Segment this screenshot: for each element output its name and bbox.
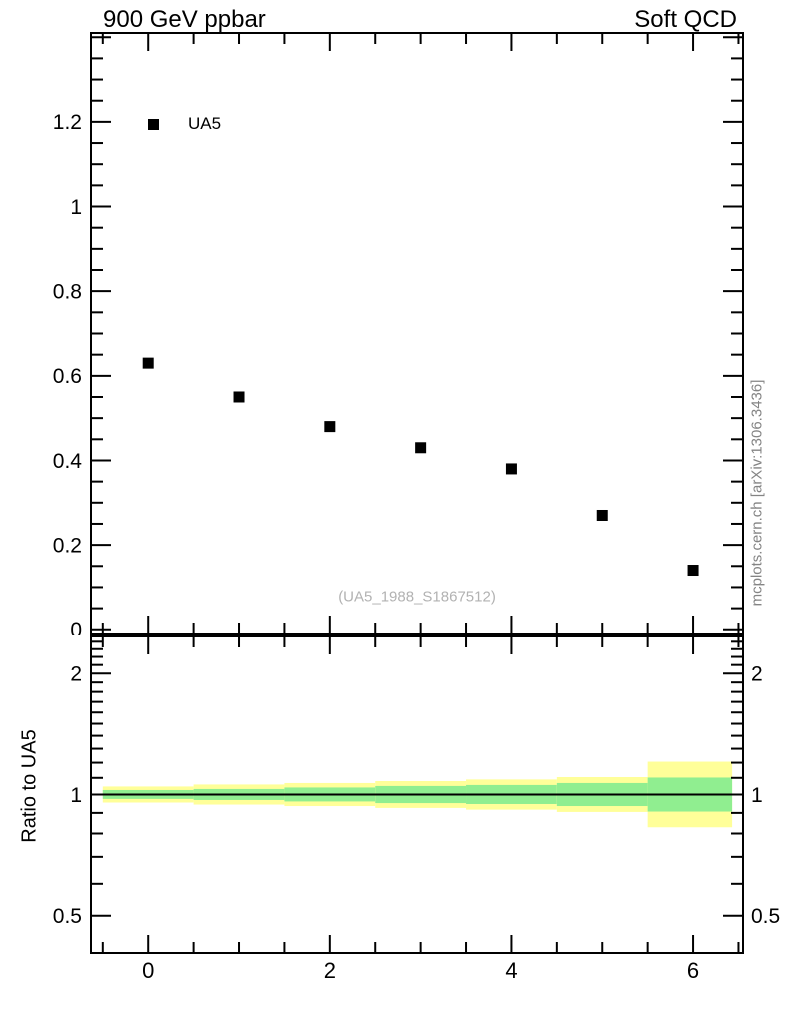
title-right: Soft QCD xyxy=(634,6,737,33)
main-y-tick-label: 0.4 xyxy=(53,450,83,473)
x-tick-label: 2 xyxy=(324,958,336,983)
mcplots-arxiv-note: mcplots.cern.ch [arXiv:1306.3436] xyxy=(748,379,766,607)
ratio-y-tick-label-right: 1 xyxy=(751,784,763,807)
data-point-marker xyxy=(505,463,517,475)
ratio-y-tick-label: 1 xyxy=(70,784,82,807)
main-y-tick-label: 0 xyxy=(70,619,82,642)
legend: UA5 xyxy=(148,112,221,136)
tick-labels: 1.2 1 0.8 0.6 0.4 0.2 0 2 2 1 1 0.5 0.5 0 2 4 6 xyxy=(53,111,780,983)
data-point-marker xyxy=(596,509,608,521)
main-y-tick-label: 0.2 xyxy=(53,534,82,557)
data-point-marker xyxy=(415,442,427,454)
analysis-watermark: (UA5_1988_S1867512) xyxy=(338,588,496,606)
ratio-axis-label: Ratio to UA5 xyxy=(18,729,41,843)
main-y-tick-label: 0.6 xyxy=(53,365,82,388)
axis-ticks xyxy=(91,33,743,953)
main-y-tick-label: 1.2 xyxy=(53,111,82,134)
data-point-marker xyxy=(233,391,245,403)
legend-label: UA5 xyxy=(188,114,222,133)
legend-square-marker-icon xyxy=(148,118,159,130)
main-y-tick-label: 0.8 xyxy=(53,281,82,304)
ratio-y-tick-label: 2 xyxy=(70,663,82,686)
frames xyxy=(90,32,744,954)
x-tick-label: 4 xyxy=(505,958,517,983)
ratio-y-tick-label-right: 0.5 xyxy=(751,905,780,928)
x-tick-label: 6 xyxy=(687,958,699,983)
title-left: 900 GeV ppbar xyxy=(103,6,266,33)
data-point-marker xyxy=(324,421,336,433)
data-series xyxy=(142,357,699,577)
data-point-marker xyxy=(687,565,699,577)
ratio-y-tick-label: 0.5 xyxy=(53,905,82,928)
main-y-tick-label: 1 xyxy=(70,196,82,219)
ratio-y-tick-label-right: 2 xyxy=(751,663,763,686)
main-y-labels: 1.2 1 0.8 0.6 0.4 0.2 0 xyxy=(53,111,83,642)
data-point-marker xyxy=(142,357,154,369)
x-tick-label: 0 xyxy=(142,958,154,983)
